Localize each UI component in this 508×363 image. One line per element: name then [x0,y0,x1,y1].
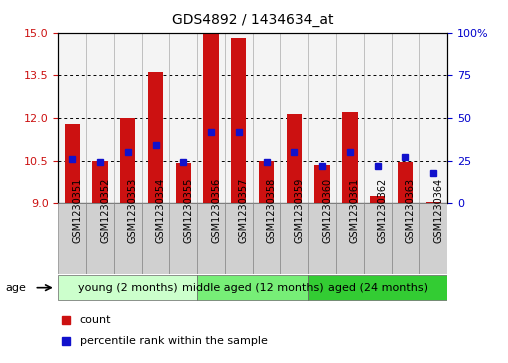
FancyBboxPatch shape [58,276,197,300]
Text: GSM1230356: GSM1230356 [211,178,221,243]
Text: count: count [80,315,111,325]
Bar [92,160,108,203]
Bar [197,33,225,203]
Bar [176,163,191,203]
Bar [370,196,385,203]
Bar [419,33,447,203]
Bar [86,33,114,203]
Bar [287,114,302,203]
Bar [231,38,246,203]
Text: GSM1230360: GSM1230360 [322,178,332,243]
FancyBboxPatch shape [253,203,280,274]
FancyBboxPatch shape [280,203,308,274]
FancyBboxPatch shape [308,203,336,274]
FancyBboxPatch shape [308,276,447,300]
Bar [426,202,441,203]
FancyBboxPatch shape [114,203,142,274]
Text: GSM1230353: GSM1230353 [128,178,138,243]
Bar [114,33,142,203]
FancyBboxPatch shape [392,203,419,274]
FancyBboxPatch shape [364,203,392,274]
Text: GSM1230352: GSM1230352 [100,178,110,243]
Text: GSM1230359: GSM1230359 [294,178,304,243]
Text: GSM1230351: GSM1230351 [72,178,82,243]
Bar [253,33,280,203]
FancyBboxPatch shape [336,203,364,274]
FancyBboxPatch shape [142,203,170,274]
Text: GSM1230362: GSM1230362 [377,178,388,243]
Text: GSM1230358: GSM1230358 [267,178,277,243]
Text: aged (24 months): aged (24 months) [328,283,428,293]
Bar [65,124,80,203]
Bar [364,33,392,203]
Text: percentile rank within the sample: percentile rank within the sample [80,336,268,346]
Text: middle aged (12 months): middle aged (12 months) [182,283,324,293]
Bar [170,33,197,203]
Bar [204,33,219,203]
FancyBboxPatch shape [197,276,308,300]
Text: young (2 months): young (2 months) [78,283,178,293]
Bar [336,33,364,203]
Text: GSM1230361: GSM1230361 [350,178,360,243]
Text: GSM1230363: GSM1230363 [405,178,416,243]
FancyBboxPatch shape [225,203,253,274]
FancyBboxPatch shape [86,203,114,274]
Bar [148,73,163,203]
Bar [142,33,170,203]
Bar [259,160,274,203]
Bar [398,162,413,203]
Text: GSM1230364: GSM1230364 [433,178,443,243]
Bar [308,33,336,203]
Text: GSM1230354: GSM1230354 [155,178,166,243]
FancyBboxPatch shape [170,203,197,274]
Text: GSM1230357: GSM1230357 [239,178,249,243]
Bar [58,33,86,203]
FancyBboxPatch shape [197,203,225,274]
Bar [225,33,253,203]
Bar [392,33,419,203]
Text: GDS4892 / 1434634_at: GDS4892 / 1434634_at [172,13,333,27]
Text: age: age [5,283,26,293]
FancyBboxPatch shape [58,203,86,274]
Text: GSM1230355: GSM1230355 [183,178,194,243]
Bar [120,118,136,203]
Bar [280,33,308,203]
Bar [314,165,330,203]
Bar [342,112,358,203]
FancyBboxPatch shape [419,203,447,274]
